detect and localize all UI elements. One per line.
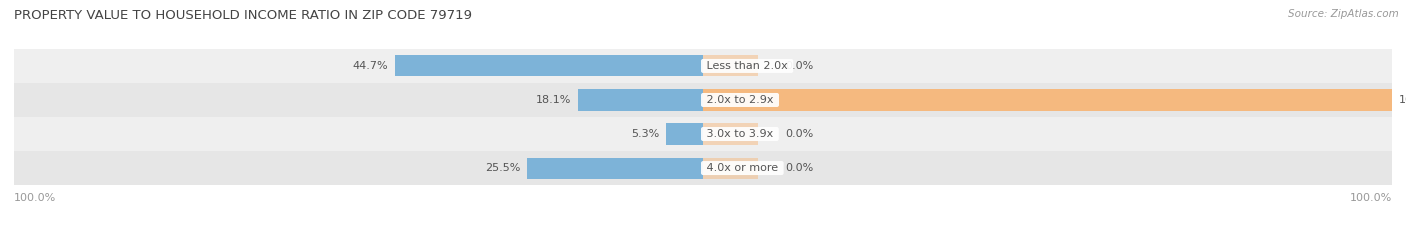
Text: 0.0%: 0.0% — [786, 129, 814, 139]
Text: 100.0%: 100.0% — [1399, 95, 1406, 105]
Text: PROPERTY VALUE TO HOUSEHOLD INCOME RATIO IN ZIP CODE 79719: PROPERTY VALUE TO HOUSEHOLD INCOME RATIO… — [14, 9, 472, 22]
Text: Less than 2.0x: Less than 2.0x — [703, 61, 792, 71]
Bar — [14, 83, 1392, 117]
Text: 0.0%: 0.0% — [786, 163, 814, 173]
Text: 4.0x or more: 4.0x or more — [703, 163, 782, 173]
Text: 5.3%: 5.3% — [631, 129, 659, 139]
Text: 3.0x to 3.9x: 3.0x to 3.9x — [703, 129, 776, 139]
Text: 100.0%: 100.0% — [1350, 193, 1392, 203]
Text: 25.5%: 25.5% — [485, 163, 520, 173]
Text: 44.7%: 44.7% — [353, 61, 388, 71]
Text: Source: ZipAtlas.com: Source: ZipAtlas.com — [1288, 9, 1399, 19]
Bar — [527, 157, 703, 179]
Bar — [14, 151, 1392, 185]
Text: 0.0%: 0.0% — [786, 61, 814, 71]
Bar — [666, 124, 703, 145]
Bar — [703, 157, 758, 179]
Bar — [703, 124, 758, 145]
Bar — [395, 55, 703, 77]
Bar — [14, 117, 1392, 151]
Bar — [14, 49, 1392, 83]
Text: 18.1%: 18.1% — [536, 95, 571, 105]
Text: 100.0%: 100.0% — [14, 193, 56, 203]
Bar — [703, 55, 758, 77]
Bar — [578, 89, 703, 110]
Bar — [703, 89, 1392, 110]
Text: 2.0x to 2.9x: 2.0x to 2.9x — [703, 95, 778, 105]
